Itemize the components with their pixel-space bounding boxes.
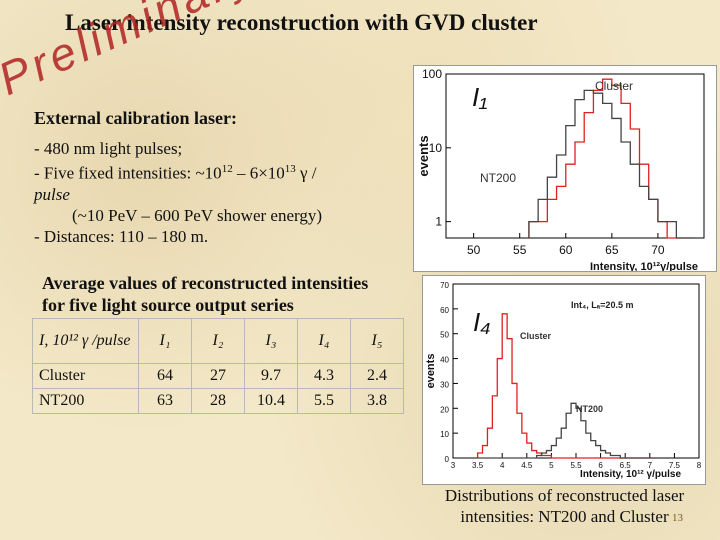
x-tick-label: 3.5 (472, 461, 484, 470)
calibration-line-4: (~10 PeV – 600 PeV shower energy) (72, 205, 323, 225)
table-cell: 9.7 (244, 363, 298, 389)
legend-cluster: Cluster (520, 331, 552, 341)
y-tick-label: 30 (440, 380, 449, 389)
x-tick-label: 7.5 (669, 461, 681, 470)
plot-frame (445, 73, 705, 239)
histogram-i4: 3 3.5 4 4.5 5 5.5 6 6.5 7 7.5 8 0 10 20 30 40 50 60 70 Inte… (425, 281, 702, 480)
x-tick-label: 5 (549, 461, 554, 470)
x-axis-label: Intensity, 10¹² γ/pulse (580, 469, 681, 480)
calibration-line-1: - 480 nm light pulses; (34, 139, 183, 158)
table-cell: 63 (138, 388, 192, 414)
table-header-cell: I₃ (244, 318, 298, 364)
x-axis-label: Intensity, 10¹²γ/pulse (590, 261, 698, 271)
table-cell: 4.3 (297, 363, 351, 389)
histogram-series-cluster (476, 313, 650, 459)
legend-nt200: NT200 (480, 171, 516, 185)
y-tick-label: 1 (435, 215, 442, 229)
table-row: NT200 63 28 10.4 5.5 3.8 (32, 388, 404, 414)
x-tick-label: 6 (598, 461, 603, 470)
histogram-panel-i1: 50 55 60 65 70 1 10 100 Intensity, 10¹²γ/pulse ev… (413, 65, 717, 273)
table-cell: 2.4 (350, 363, 404, 389)
table-cell: 28 (191, 388, 245, 414)
legend-nt200: NT200 (576, 404, 603, 414)
y-tick-label: 40 (440, 356, 449, 365)
calibration-line-5: - Distances: 110 – 180 m. (34, 226, 209, 246)
table-header-cell: I₅ (350, 318, 404, 364)
average-heading: Average values of reconstructed intensit… (42, 273, 369, 315)
y-tick-label: 100 (422, 67, 442, 81)
table-header-row: I, 10¹² γ /pulse I₁ I₂ I₃ I₄ I₅ (32, 318, 404, 364)
x-tick-label: 50 (467, 243, 481, 257)
y-axis-label: events (416, 135, 431, 176)
calibration-heading: External calibration laser: (34, 108, 237, 128)
y-tick-label: 10 (440, 430, 449, 439)
x-tick-label: 8 (697, 461, 702, 470)
table-cell: 10.4 (244, 388, 298, 414)
table-header-cell: I, 10¹² γ /pulse (32, 318, 139, 364)
page-title: Laser intensity reconstruction with GVD … (65, 10, 538, 35)
x-tick-label: 60 (559, 243, 573, 257)
x-tick-label: 4 (500, 461, 505, 470)
slide-number: 13 (672, 512, 683, 524)
figure-caption: Distributions of reconstructed laser int… (444, 486, 685, 526)
intensity-table: I, 10¹² γ /pulse I₁ I₂ I₃ I₄ I₅ Cluster … (32, 318, 404, 414)
x-tick-label: 3 (451, 461, 456, 470)
table-header-cell: I₄ (297, 318, 351, 364)
x-tick-label: 65 (605, 243, 619, 257)
table-header-cell: I₁ (138, 318, 192, 364)
y-tick-label: 70 (440, 281, 449, 290)
y-tick-label: 60 (440, 306, 449, 315)
x-tick-label: 4.5 (521, 461, 533, 470)
legend-cluster: Cluster (595, 79, 633, 93)
histogram-series-nt200 (528, 89, 695, 239)
plot-annotation: Int₄, Lₐ=20.5 m (571, 300, 633, 310)
histogram-i1: 50 55 60 65 70 1 10 100 Intensity, 10¹²γ/pulse ev… (416, 67, 705, 273)
table-cell: 5.5 (297, 388, 351, 414)
x-tick-label: 70 (651, 243, 665, 257)
panel-label: I₁ (472, 82, 487, 112)
y-tick-label: 10 (429, 141, 443, 155)
table-header-cell: I₂ (191, 318, 245, 364)
table-cell: Cluster (32, 363, 139, 389)
table-cell: 3.8 (350, 388, 404, 414)
y-axis-label: events (425, 354, 437, 389)
x-tick-label: 55 (513, 243, 527, 257)
calibration-list: - 480 nm light pulses; - Five fixed inte… (34, 138, 322, 247)
calibration-line-3: pulse (34, 184, 70, 204)
y-tick-label: 20 (440, 405, 449, 414)
histogram-panel-i4: 3 3.5 4 4.5 5 5.5 6 6.5 7 7.5 8 0 10 20 30 40 50 60 70 Inte… (422, 275, 706, 485)
histogram-series-nt200 (477, 402, 650, 459)
x-tick-label: 7 (648, 461, 653, 470)
table-cell: 64 (138, 363, 192, 389)
table-cell: 27 (191, 363, 245, 389)
y-tick-label: 0 (445, 455, 450, 464)
y-tick-label: 50 (440, 331, 449, 340)
table-cell: NT200 (32, 388, 139, 414)
x-tick-label: 6.5 (620, 461, 632, 470)
panel-label: I₄ (473, 307, 491, 337)
x-tick-label: 5.5 (570, 461, 582, 470)
calibration-line-2: - Five fixed intensities: ~1012 – 6×1013… (34, 163, 317, 183)
table-row: Cluster 64 27 9.7 4.3 2.4 (32, 363, 404, 389)
